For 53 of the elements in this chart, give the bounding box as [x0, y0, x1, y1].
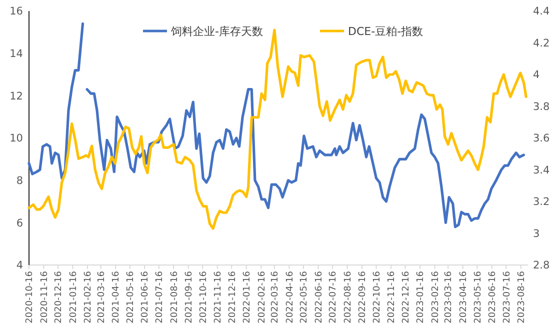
x-tick-label: 2022-04-16 — [285, 270, 296, 324]
x-tick-label: 2021-11-16 — [214, 270, 224, 324]
x-tick-label: 2020-11-16 — [40, 270, 50, 324]
x-tick-label: 2021-12-16 — [228, 270, 238, 324]
x-tick-label: 2021-02-16 — [84, 270, 94, 324]
x-tick-label: 2020-12-16 — [54, 270, 64, 324]
x-tick-label: 2023-04-16 — [458, 270, 469, 324]
y2-tick-label: 4.2 — [533, 37, 550, 50]
x-tick-label: 2021-10-16 — [198, 270, 209, 324]
y-tick-label: 10 — [10, 132, 23, 145]
x-tick-label: 2021-04-16 — [112, 270, 122, 324]
x-tick-label: 2023-01-16 — [416, 270, 426, 324]
x-tick-label: 2022-01-16 — [242, 270, 253, 324]
y-tick-label: 12 — [10, 90, 23, 102]
y2-tick-label: 2.8 — [533, 260, 550, 272]
y2-tick-label: 3.6 — [533, 132, 550, 145]
y-tick-label: 14 — [10, 48, 24, 60]
x-tick-label: 2023-06-16 — [488, 270, 498, 324]
legend-label: 饲料企业-库存天数 — [170, 24, 263, 38]
x-tick-label: 2022-02-16 — [257, 270, 268, 324]
x-tick-label: 2021-09-16 — [184, 270, 195, 324]
y2-tick-label: 4.4 — [533, 6, 550, 18]
x-tick-label: 2022-05-16 — [300, 270, 310, 324]
x-tick-label: 2022-08-16 — [343, 270, 354, 324]
y-tick-label: 6 — [16, 217, 24, 230]
x-tick-label: 2022-03-16 — [270, 270, 281, 324]
x-tick-label: 2023-03-16 — [444, 270, 454, 324]
x-tick-label: 2021-03-16 — [96, 270, 107, 324]
x-tick-label: 2023-08-16 — [517, 270, 528, 324]
x-tick-label: 2021-06-16 — [140, 270, 151, 324]
x-tick-label: 2021-08-16 — [170, 270, 180, 324]
y2-tick-label: 3.8 — [533, 100, 550, 113]
x-tick-label: 2022-11-16 — [387, 270, 398, 324]
x-tick-label: 2023-07-16 — [502, 270, 512, 324]
y2-tick-label: 3.2 — [533, 196, 550, 208]
y2-tick-label: 4 — [533, 69, 540, 82]
x-tick-label: 2022-12-16 — [401, 270, 412, 324]
x-tick-label: 2021-01-16 — [68, 270, 79, 324]
x-tick-label: 2020-10-16 — [25, 270, 36, 324]
y-tick-label: 16 — [10, 6, 24, 18]
x-tick-label: 2023-02-16 — [430, 270, 441, 324]
x-tick-label: 2022-10-16 — [372, 270, 382, 324]
x-tick-label: 2022-06-16 — [314, 270, 324, 324]
y2-tick-label: 3.4 — [533, 164, 550, 176]
x-tick-label: 2021-07-16 — [155, 270, 166, 324]
y-tick-label: 4 — [16, 260, 24, 272]
x-tick-label: 2023-05-16 — [473, 270, 484, 324]
legend-label: DCE-豆粕-指数 — [348, 24, 424, 38]
x-tick-label: 2022-09-16 — [358, 270, 368, 324]
x-tick-label: 2022-07-16 — [328, 270, 339, 324]
y-tick-label: 8 — [16, 175, 23, 188]
y2-tick-label: 3 — [533, 228, 540, 240]
x-tick-label: 2021-05-16 — [126, 270, 136, 324]
